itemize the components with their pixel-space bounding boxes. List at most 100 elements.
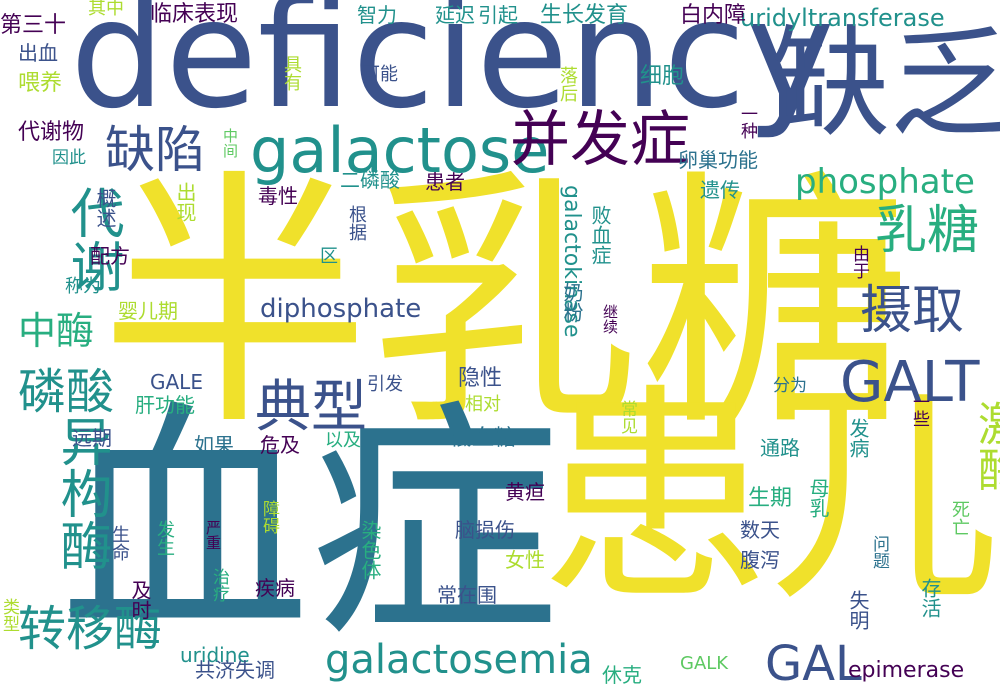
cloud-word: 细胞 (640, 64, 685, 89)
cloud-word: 激酶 (971, 400, 1000, 492)
cloud-word: 如果 (194, 433, 234, 457)
cloud-word: 摄取 (860, 281, 965, 341)
cloud-word: GALE (150, 370, 203, 394)
cloud-word: 遗传 (700, 178, 740, 202)
cloud-word: 疾病 (255, 576, 295, 600)
cloud-word: 智力 (357, 3, 397, 27)
cloud-word: 缺乏 (770, 15, 1000, 154)
cloud-word: deficiency (70, 0, 835, 142)
cloud-word: 常在围 (437, 583, 497, 607)
cloud-word: 类型 (0, 598, 19, 632)
cloud-word: 低血糖 (450, 426, 517, 451)
cloud-word: 延迟 (435, 3, 475, 27)
cloud-word: 休克 (602, 663, 642, 687)
cloud-word: 概述 (93, 188, 117, 228)
cloud-word: 转移酶 (18, 601, 163, 657)
cloud-word: 常见 (617, 400, 637, 434)
cloud-word: 由于 (849, 245, 869, 279)
cloud-word: 乳糖 (875, 201, 980, 261)
cloud-word: 区 (317, 246, 338, 264)
cloud-word: 第三十 (0, 13, 67, 38)
cloud-word: uridine (180, 643, 250, 667)
cloud-word: 及时 (128, 580, 152, 620)
cloud-word: 具有 (281, 55, 302, 91)
cloud-word: 隐性 (458, 366, 503, 391)
cloud-word: 继续 (601, 304, 619, 334)
cloud-word: 败血症 (588, 205, 612, 265)
cloud-word: 染色体 (358, 520, 382, 580)
cloud-word: 生长发育 (540, 3, 629, 28)
cloud-word: 一些 (909, 393, 929, 427)
cloud-word: 其中 (88, 0, 124, 19)
cloud-word: 一种 (737, 105, 757, 139)
cloud-word: 可能 (362, 64, 398, 85)
cloud-word: 临床表现 (150, 2, 239, 27)
cloud-word: 女性 (505, 548, 545, 572)
cloud-word: 黄疸 (505, 480, 545, 504)
cloud-word: 缺陷 (105, 121, 205, 179)
cloud-word: 喂养 (18, 71, 63, 96)
cloud-word: GALK (680, 653, 729, 674)
cloud-word: GALT (840, 350, 980, 415)
cloud-word: 根据 (346, 205, 367, 241)
cloud-word: galactose (250, 114, 550, 187)
cloud-word: 奶粉 (560, 282, 584, 322)
cloud-word: 毒性 (258, 184, 298, 208)
cloud-word: 磷酸 (18, 364, 115, 420)
cloud-word: 发生 (154, 520, 175, 556)
cloud-word: 并发症 (510, 105, 690, 175)
cloud-word: 代谢 (61, 185, 124, 293)
cloud-word: diphosphate (260, 294, 422, 324)
cloud-word: 以及 (325, 430, 361, 451)
cloud-word: 典型 (255, 375, 367, 440)
cloud-word: galactosemia (325, 637, 593, 683)
cloud-word: 引发 (367, 374, 403, 395)
cloud-word: 远期 (72, 426, 112, 450)
cloud-word: 通路 (760, 436, 800, 460)
cloud-word: 血症 (60, 379, 560, 670)
cloud-word: epimerase (848, 658, 965, 683)
cloud-word: 落后 (557, 66, 578, 102)
cloud-word: 卵巢功能 (678, 148, 758, 172)
cloud-word: 引起 (478, 3, 518, 27)
cloud-word: 生命 (109, 525, 130, 561)
cloud-word: uridyltransferase (740, 4, 945, 32)
cloud-word: GAL (765, 636, 862, 692)
cloud-word: 治疗 (209, 568, 229, 602)
cloud-word: 婴儿期 (118, 299, 178, 323)
cloud-word: 存活 (918, 578, 942, 618)
cloud-word: 发病 (846, 418, 870, 458)
cloud-word: 共济失调 (195, 658, 275, 682)
cloud-word: 代谢物 (18, 120, 85, 145)
cloud-word: 生期 (748, 486, 793, 511)
cloud-word: 危及 (260, 433, 300, 457)
cloud-word: 死亡 (949, 500, 970, 536)
cloud-word: 障碍 (259, 500, 279, 534)
cloud-word: 数天 (740, 518, 780, 542)
cloud-word: 问题 (869, 535, 889, 569)
cloud-word: 腹泻 (740, 548, 780, 572)
cloud-word: 严重 (204, 520, 222, 550)
cloud-word: 中间 (221, 128, 239, 158)
cloud-word: 出血 (18, 41, 58, 65)
cloud-word: 相对 (465, 394, 501, 415)
cloud-word: 二磷酸 (340, 168, 400, 192)
cloud-word: 配方 (90, 244, 130, 268)
cloud-word: 母乳 (806, 478, 830, 518)
cloud-word: galactokinase (559, 185, 584, 338)
cloud-word: 中酶 (18, 309, 95, 353)
cloud-word: 出现 (173, 182, 197, 222)
cloud-word: 白内障 (680, 3, 747, 28)
cloud-word: phosphate (795, 162, 975, 202)
cloud-word: 异构酶 (51, 415, 111, 571)
cloud-word: 脑损伤 (455, 518, 515, 542)
cloud-word: 患儿 (540, 366, 1000, 633)
cloud-word: 称为 (65, 276, 101, 297)
cloud-word: 肝功能 (135, 393, 195, 417)
cloud-word: 因此 (52, 148, 86, 168)
cloud-word: 患者 (425, 170, 465, 194)
cloud-word: 失明 (846, 590, 870, 630)
cloud-word: 半乳糖 (100, 147, 910, 462)
cloud-word: 分为 (773, 376, 807, 396)
